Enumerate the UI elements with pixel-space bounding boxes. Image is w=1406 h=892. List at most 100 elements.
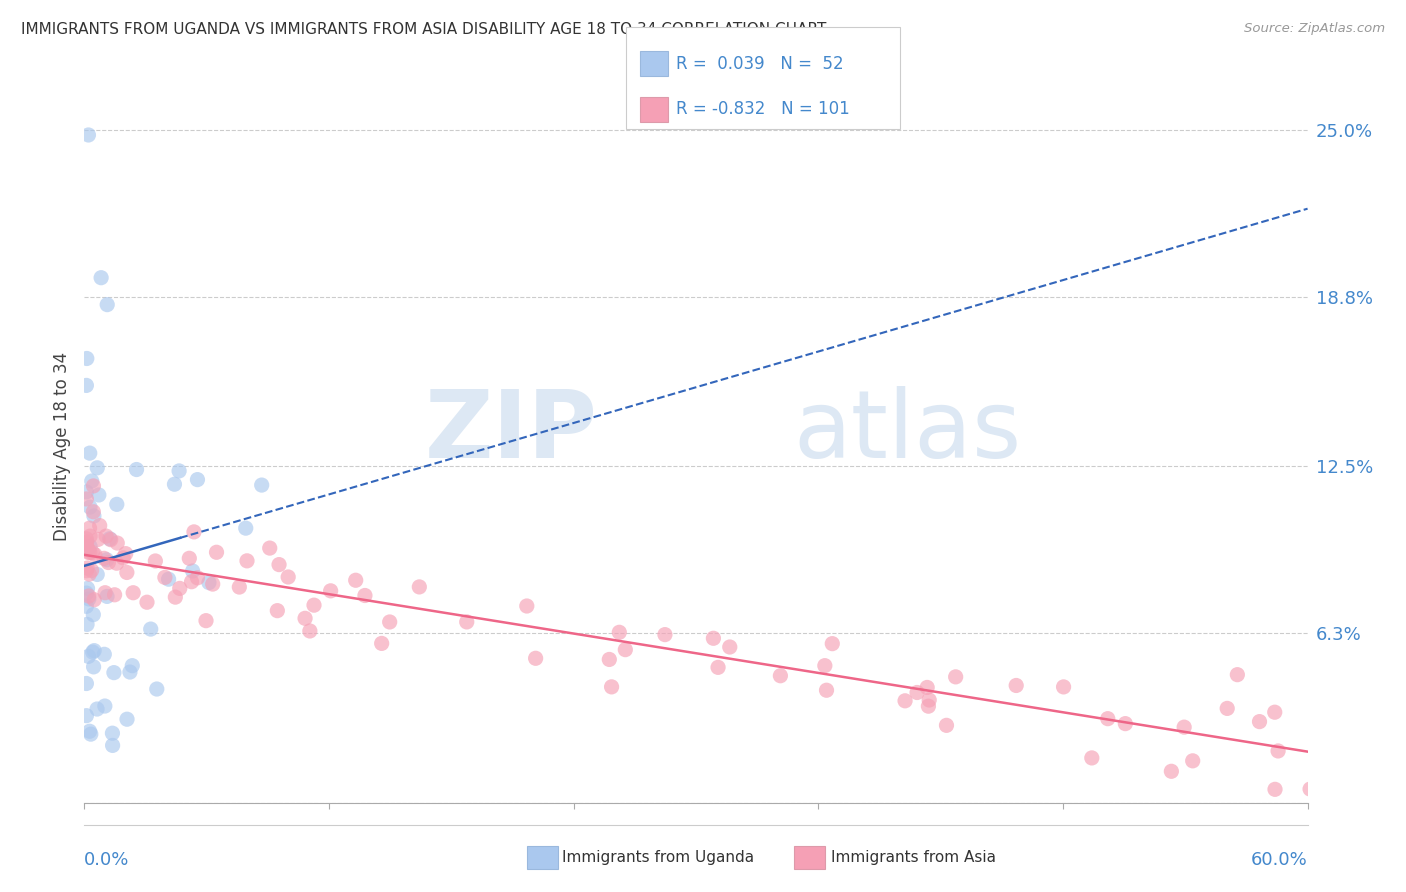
Point [76,561,98,575]
Point [90,270,112,285]
Point [198,575,221,590]
Point [94,699,117,714]
Point [235,521,257,535]
Point [86,460,108,475]
Point [1249,714,1271,729]
Point [82,546,104,560]
Point [97,556,120,570]
Point [77,546,100,560]
Point [153,570,176,584]
Point [186,571,208,585]
Point [814,658,837,673]
Point [104,588,127,602]
Point [75,564,97,578]
Point [1097,712,1119,726]
Point [815,683,838,698]
Point [516,599,538,613]
Point [236,554,259,568]
Point [179,551,201,566]
Point [83,643,105,657]
Point [186,473,208,487]
Point [75,491,97,506]
Point [165,590,187,604]
Point [75,532,97,546]
Point [83,508,105,523]
Point [121,658,143,673]
Point [79,724,101,739]
Point [87,533,110,547]
Point [101,726,124,740]
Point [77,128,100,142]
Text: Immigrants from Uganda: Immigrants from Uganda [562,850,755,864]
Point [294,611,316,625]
Y-axis label: Disability Age 18 to 34: Disability Age 18 to 34 [53,351,72,541]
Point [75,540,97,554]
Point [80,727,103,741]
Point [718,640,741,654]
Point [1267,744,1289,758]
Point [354,589,377,603]
Point [76,617,98,632]
Point [1081,751,1104,765]
Point [86,702,108,716]
Text: IMMIGRANTS FROM UGANDA VS IMMIGRANTS FROM ASIA DISABILITY AGE 18 TO 34 CORRELATI: IMMIGRANTS FROM UGANDA VS IMMIGRANTS FRO… [21,22,827,37]
Point [96,590,118,604]
Point [181,564,204,578]
Point [1005,678,1028,692]
Point [75,708,97,723]
Point [277,570,299,584]
Point [82,645,104,659]
Point [96,298,118,312]
Point [600,680,623,694]
Point [77,649,100,664]
Point [598,652,620,666]
Point [702,632,724,646]
Point [607,625,630,640]
Point [79,545,101,559]
Point [84,548,107,562]
Point [75,599,97,614]
Point [654,627,676,641]
Point [201,577,224,591]
Point [75,378,97,392]
Point [707,660,730,674]
Point [103,665,125,680]
Point [76,351,98,366]
Point [93,648,115,662]
Point [228,580,250,594]
Point [122,586,145,600]
Point [96,553,118,567]
Point [1331,753,1354,767]
Text: Source: ZipAtlas.com: Source: ZipAtlas.com [1244,22,1385,36]
Point [456,615,478,629]
Text: R =  0.039   N =  52: R = 0.039 N = 52 [676,55,844,73]
Point [1052,680,1074,694]
Point [266,604,288,618]
Point [83,660,105,674]
Point [80,474,103,488]
Point [917,699,939,714]
Point [79,500,101,514]
Point [79,529,101,543]
Point [408,580,430,594]
Point [167,464,190,478]
Text: 0.0%: 0.0% [84,851,129,870]
Point [75,676,97,690]
Point [112,550,135,565]
Point [1173,720,1195,734]
Point [1299,782,1322,797]
Point [344,574,367,588]
Point [82,607,104,622]
Point [75,485,97,500]
Point [259,541,281,555]
Point [614,642,637,657]
Point [146,681,169,696]
Text: Immigrants from Asia: Immigrants from Asia [831,850,995,864]
Point [82,479,104,493]
Point [77,591,100,606]
Point [1264,782,1286,797]
Point [105,497,128,511]
Point [370,636,392,650]
Point [98,532,121,546]
Point [80,564,103,578]
